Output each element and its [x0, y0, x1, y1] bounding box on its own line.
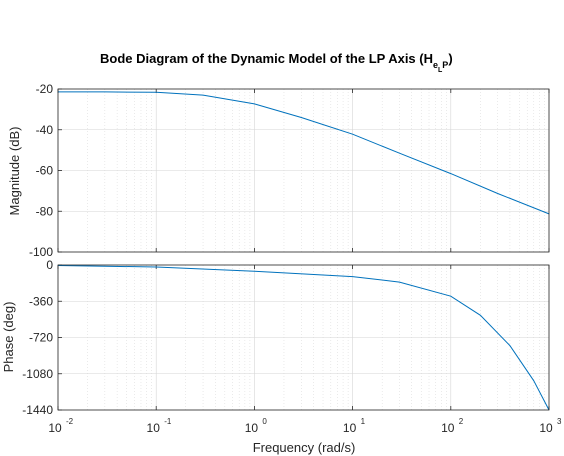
x-tick-label: 10: [245, 421, 259, 435]
x-tick-label: 10: [441, 421, 455, 435]
phase-ylabel: Phase (deg): [1, 302, 16, 373]
x-tick-label: 10: [539, 421, 553, 435]
x-tick-exponent: -1: [164, 417, 172, 426]
x-tick-label: 10: [48, 421, 62, 435]
y-tick-label: -80: [36, 204, 54, 218]
x-tick-exponent: -2: [66, 417, 74, 426]
y-tick-label: -1080: [22, 367, 53, 381]
y-tick-label: -40: [36, 123, 54, 137]
y-tick-label: 0: [46, 258, 53, 272]
x-tick-label: 10: [147, 421, 161, 435]
y-tick-label: -60: [36, 164, 54, 178]
x-tick-exponent: 0: [262, 417, 267, 426]
magnitude-axis-box: [57, 88, 550, 253]
x-tick-label: 10: [343, 421, 357, 435]
phase-curve: [57, 265, 550, 411]
title-subsubscript: L: [438, 67, 443, 74]
title-close: ): [448, 51, 452, 66]
x-tick-labels: 10 -2 10 -1 10 0 10 1 10 2 10 3: [48, 417, 562, 435]
y-tick-label: -100: [29, 245, 53, 259]
magnitude-curve: [58, 91, 550, 215]
y-tick-label: -20: [36, 82, 54, 96]
title-main: Bode Diagram of the Dynamic Model of the…: [100, 51, 433, 66]
phase-axes: 0 -360 -720 -1080 -1440: [22, 258, 550, 417]
phase-axis-box: [57, 264, 550, 411]
x-axis-label: Frequency (rad/s): [253, 440, 356, 455]
chart-title: Bode Diagram of the Dynamic Model of the…: [100, 51, 453, 74]
x-tick-exponent: 1: [361, 417, 366, 426]
x-tick-exponent: 2: [459, 417, 464, 426]
magnitude-ylabel: Magnitude (dB): [7, 127, 22, 216]
y-tick-label: -720: [29, 331, 53, 345]
magnitude-axes: -20 -40 -60 -80 -100: [29, 82, 550, 259]
y-tick-label: -360: [29, 294, 53, 308]
y-tick-label: -1440: [22, 403, 53, 417]
title-subscript-tail: P: [442, 60, 448, 70]
title-subscript: e: [433, 60, 438, 70]
x-tick-exponent: 3: [557, 417, 562, 426]
